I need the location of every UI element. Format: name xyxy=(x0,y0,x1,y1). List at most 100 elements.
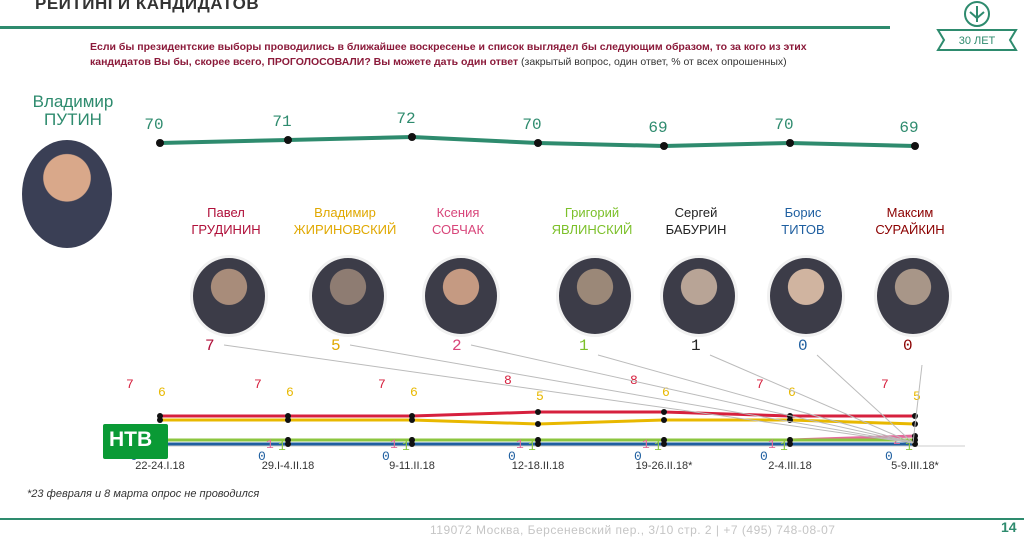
series-data-label: 6 xyxy=(788,385,796,400)
series-data-label: 0 xyxy=(634,449,642,464)
candidate-name-1: Владимир ЖИРИНОВСКИЙ xyxy=(285,204,405,238)
x-tick-label: 19-26.II.18* xyxy=(636,460,694,472)
putin-data-label: 71 xyxy=(272,113,291,131)
putin-point xyxy=(911,142,919,150)
candidate-latest-value-3: 1 xyxy=(579,337,589,355)
series-data-label: 8 xyxy=(504,373,512,388)
play-icon xyxy=(506,252,546,296)
series-data-label: 6 xyxy=(410,385,418,400)
putin-point xyxy=(534,139,542,147)
candidate-first-name: Владимир xyxy=(314,205,376,220)
candidate-photo-3 xyxy=(556,255,634,337)
series-data-label: 0 xyxy=(258,449,266,464)
candidate-last-name: БАБУРИН xyxy=(665,222,727,237)
series-data-label: 1 xyxy=(654,439,662,454)
series-data-label: 1 xyxy=(266,437,274,452)
candidate-photo-5 xyxy=(767,255,845,337)
putin-last-name: ПУТИН xyxy=(44,110,102,129)
putin-first-name: Владимир xyxy=(32,92,114,111)
series-point xyxy=(535,441,541,447)
question-text: Если бы президентские выборы проводились… xyxy=(90,41,807,68)
series-data-label: 0 xyxy=(760,449,768,464)
series-data-label: 7 xyxy=(254,377,262,392)
x-tick-label: 9-11.II.18 xyxy=(389,460,435,472)
series-point xyxy=(285,417,291,423)
series-data-label: 0 xyxy=(508,449,516,464)
putin-data-label: 70 xyxy=(774,116,793,134)
candidate-latest-value-5: 0 xyxy=(798,337,808,355)
series-point xyxy=(285,441,291,447)
putin-point xyxy=(156,139,164,147)
candidate-latest-value-1: 5 xyxy=(331,337,341,355)
series-data-label: 0 xyxy=(382,449,390,464)
footer-address: 119072 Москва, Берсеневский пер., 3/10 с… xyxy=(430,523,836,537)
putin-point xyxy=(786,139,794,147)
footer-divider xyxy=(0,518,1024,520)
ntv-logo: НТВ xyxy=(103,424,168,459)
connector-line xyxy=(470,344,914,444)
putin-point xyxy=(408,133,416,141)
candidate-first-name: Максим xyxy=(886,205,934,220)
anniversary-logo-icon: 30 ЛЕТ xyxy=(936,1,1018,51)
series-data-label: 1 xyxy=(390,437,398,452)
series-data-label: 1 xyxy=(780,439,788,454)
candidate-first-name: Сергей xyxy=(674,205,718,220)
candidate-latest-value-2: 2 xyxy=(452,337,462,355)
page-number: 14 xyxy=(1001,519,1017,535)
x-tick-label: 2-4.III.18 xyxy=(768,460,811,472)
series-point xyxy=(661,417,667,423)
candidate-photo-6 xyxy=(874,255,952,337)
survey-question: Если бы президентские выборы проводились… xyxy=(90,40,850,70)
candidate-name-2: Ксения СОБЧАК xyxy=(398,204,518,238)
candidate-photo-0 xyxy=(190,255,268,337)
putin-data-label: 70 xyxy=(522,116,541,134)
candidate-last-name: ЯВЛИНСКИЙ xyxy=(551,222,633,237)
putin-data-label: 70 xyxy=(144,116,163,134)
header-divider xyxy=(0,26,890,29)
series-data-label: 0 xyxy=(885,449,893,464)
connector-line xyxy=(223,344,914,444)
candidate-latest-value-0: 7 xyxy=(205,337,215,355)
candidate-latest-value-4: 1 xyxy=(691,337,701,355)
x-tick-label: 5-9.III.18* xyxy=(891,460,939,472)
series-data-label: 8 xyxy=(630,373,638,388)
series-data-label: 1 xyxy=(516,437,524,452)
series-data-label: 1 xyxy=(905,439,913,454)
series-point xyxy=(787,441,793,447)
putin-photo xyxy=(22,140,112,248)
series-data-label: 1 xyxy=(278,439,286,454)
series-data-label: 1 xyxy=(402,439,410,454)
candidate-last-name: СУРАЙКИН xyxy=(875,222,945,237)
series-data-label: 7 xyxy=(756,377,764,392)
candidate-name-0: Павел ГРУДИНИН xyxy=(166,204,286,238)
series-data-label: 6 xyxy=(158,385,166,400)
series-data-label: 6 xyxy=(286,385,294,400)
candidate-latest-value-6: 0 xyxy=(903,337,913,355)
ntv-logo-text: НТВ xyxy=(109,428,153,451)
x-tick-label: 22-24.I.18 xyxy=(135,460,185,472)
candidate-first-name: Павел xyxy=(207,205,245,220)
putin-data-label: 69 xyxy=(648,119,667,137)
footnote: *23 февраля и 8 марта опрос не проводилс… xyxy=(27,488,260,500)
series-point xyxy=(409,441,415,447)
candidate-last-name: СОБЧАК xyxy=(431,222,485,237)
x-tick-label: 29.I-4.II.18 xyxy=(262,460,315,472)
series-data-label: 7 xyxy=(378,377,386,392)
putin-point xyxy=(284,136,292,144)
series-point xyxy=(661,441,667,447)
series-point xyxy=(535,421,541,427)
series-point xyxy=(157,417,163,423)
series-data-label: 1 xyxy=(528,439,536,454)
candidate-last-name: ЖИРИНОВСКИЙ xyxy=(293,222,397,237)
candidate-photo-2 xyxy=(422,255,500,337)
candidate-first-name: Григорий xyxy=(564,205,620,220)
series-point xyxy=(912,413,918,419)
candidate-photo-1 xyxy=(309,255,387,337)
series-data-label: 6 xyxy=(662,385,670,400)
candidate-name-3: Григорий ЯВЛИНСКИЙ xyxy=(532,204,652,238)
candidate-photo-4 xyxy=(660,255,738,337)
putin-data-label: 72 xyxy=(396,110,415,128)
candidate-first-name: Борис xyxy=(784,205,822,220)
putin-data-label: 69 xyxy=(899,119,918,137)
